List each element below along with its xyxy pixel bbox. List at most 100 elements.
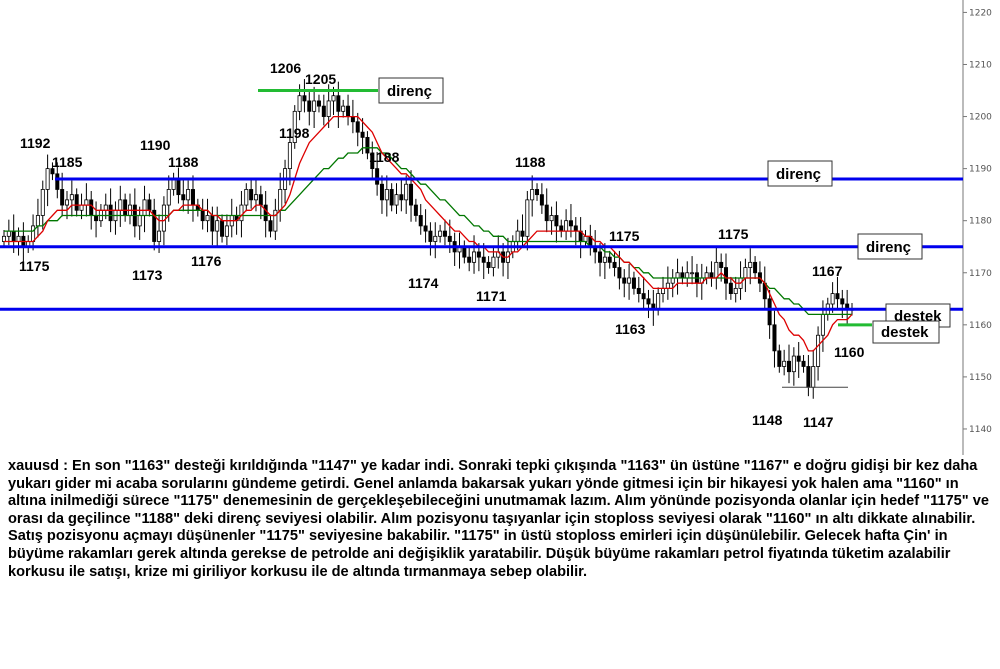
price-label: 1167 (812, 263, 843, 279)
candle-body (161, 204, 166, 232)
price-label: 1175 (718, 226, 749, 242)
price-label: 1190 (140, 137, 171, 153)
candle-body (535, 189, 540, 196)
candle-body (205, 215, 210, 222)
candle-body (341, 105, 346, 112)
candle-body (719, 261, 724, 268)
candle-body (79, 204, 84, 211)
candle-body (224, 225, 229, 237)
candle-body (728, 282, 733, 294)
candle-body (656, 293, 661, 310)
candle-body (350, 116, 355, 123)
candle-body (782, 360, 787, 367)
candle-body (515, 230, 520, 242)
candle-body (690, 272, 695, 275)
candle-body (297, 95, 302, 112)
candle-body (326, 100, 331, 117)
candle-body (239, 204, 244, 222)
candle-body (278, 189, 283, 211)
candle-body (321, 105, 326, 117)
candle-body (796, 355, 801, 362)
candle-body (268, 220, 273, 232)
candles (2, 79, 855, 399)
candle-body (636, 287, 641, 294)
candle-body (258, 194, 263, 206)
candle-body (791, 355, 796, 373)
candle-body (530, 189, 535, 201)
price-label: 1188 (515, 154, 546, 170)
candle-body (384, 189, 389, 201)
candle-body (835, 293, 840, 300)
y-tick-label: 1220 (969, 8, 992, 18)
candle-body (69, 194, 74, 201)
candle-body (346, 105, 351, 117)
candle-body (544, 204, 549, 222)
candle-body (45, 168, 50, 190)
candle-body (108, 204, 113, 222)
candle-body (661, 287, 666, 294)
candle-body (31, 225, 36, 242)
candle-body (568, 220, 573, 227)
candle-body (680, 272, 685, 279)
candle-body (302, 95, 307, 102)
candle-body (423, 225, 428, 232)
candle-body (573, 225, 578, 232)
candle-body (583, 235, 588, 242)
candle-body (733, 287, 738, 294)
candle-body (35, 215, 40, 227)
candle-body (539, 194, 544, 206)
candle-body (622, 277, 627, 284)
candle-body (157, 230, 162, 242)
candle-body (316, 100, 321, 107)
candle-body (147, 199, 152, 211)
candle-body (118, 199, 123, 211)
y-tick-label: 1150 (969, 373, 992, 383)
candle-body (607, 256, 612, 263)
candle-body (801, 360, 806, 367)
direnc-label-1188: direnç (776, 166, 821, 183)
candle-body (55, 173, 60, 190)
candle-body (612, 261, 617, 268)
direnc-box-1175: direnç (857, 233, 923, 260)
candle-body (16, 235, 21, 242)
candle-body (152, 209, 157, 242)
candle-body (215, 220, 220, 232)
y-tick-label: 1210 (969, 60, 992, 70)
candle-body (617, 267, 622, 279)
price-label: 1147 (803, 414, 834, 430)
candle-body (418, 215, 423, 227)
candle-body (438, 230, 443, 237)
candle-body (171, 178, 176, 190)
candle-body (447, 235, 452, 242)
candle-body (704, 272, 709, 279)
candle-body (11, 230, 16, 242)
candle-body (525, 199, 530, 237)
candle-body (486, 261, 491, 268)
candle-body (665, 282, 670, 289)
candle-body (428, 230, 433, 242)
candle-body (287, 142, 292, 170)
candle-body (244, 189, 249, 206)
candle-body (50, 168, 55, 175)
y-tick-label: 1140 (969, 425, 992, 435)
price-label: 1173 (132, 267, 163, 283)
price-label: 1192 (20, 135, 51, 151)
candle-body (379, 183, 384, 201)
direnc-label-1175: direnç (866, 239, 911, 256)
destek-label-1160: destek (881, 324, 929, 341)
price-label: 1176 (191, 253, 222, 269)
price-label: 1163 (615, 321, 646, 337)
price-label: 1205 (305, 71, 336, 87)
candle-body (602, 256, 607, 263)
candle-body (181, 194, 186, 201)
candle-body (94, 215, 99, 222)
price-label: 1148 (752, 412, 783, 428)
candle-body (559, 225, 564, 232)
direnc-box-1188: direnç (767, 160, 833, 187)
candle-body (200, 209, 205, 222)
candle-body (748, 261, 753, 268)
candle-body (249, 189, 254, 201)
candle-body (840, 298, 845, 305)
candle-body (433, 235, 438, 242)
candle-body (787, 360, 792, 373)
